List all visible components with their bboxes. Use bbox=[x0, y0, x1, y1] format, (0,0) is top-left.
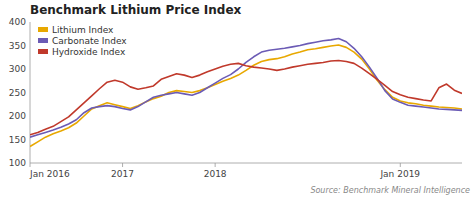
x-tick-label: Jan 2019 bbox=[379, 169, 420, 179]
plot-area bbox=[30, 38, 462, 146]
x-tick bbox=[400, 163, 401, 167]
y-tick-label: 350 bbox=[9, 41, 26, 51]
legend-label: Lithium Index bbox=[52, 25, 114, 35]
y-tick-label: 150 bbox=[9, 135, 26, 145]
legend-label: Hydroxide Index bbox=[52, 47, 126, 57]
y-tick-label: 300 bbox=[9, 64, 26, 74]
y-tick-label: 250 bbox=[9, 88, 26, 98]
legend-label: Carbonate Index bbox=[52, 36, 127, 46]
x-tick bbox=[215, 163, 216, 167]
legend-swatch bbox=[38, 49, 48, 54]
y-tick-label: 400 bbox=[9, 17, 26, 27]
x-axis-line bbox=[30, 163, 462, 164]
x-tick bbox=[122, 163, 123, 167]
x-tick-label: 2017 bbox=[111, 169, 134, 179]
source: Source: Benchmark Mineral Intelligence bbox=[310, 186, 470, 195]
line bbox=[30, 61, 462, 135]
x-tick-label: 2018 bbox=[204, 169, 227, 179]
legend: Lithium IndexCarbonate IndexHydroxide In… bbox=[38, 25, 127, 57]
title: Benchmark Lithium Price Index bbox=[30, 3, 242, 17]
x-tick-label: Jan 2016 bbox=[29, 169, 70, 179]
y-axis-line bbox=[30, 22, 31, 163]
line bbox=[30, 38, 462, 137]
y-tick-label: 200 bbox=[9, 111, 26, 121]
y-tick-label: 100 bbox=[9, 158, 26, 168]
chart: Benchmark Lithium Price Index 100 150 200 25… bbox=[0, 0, 474, 197]
line bbox=[30, 45, 462, 147]
legend-swatch bbox=[38, 38, 48, 43]
x-tick bbox=[30, 163, 31, 167]
background bbox=[0, 0, 474, 197]
legend-swatch bbox=[38, 27, 48, 32]
